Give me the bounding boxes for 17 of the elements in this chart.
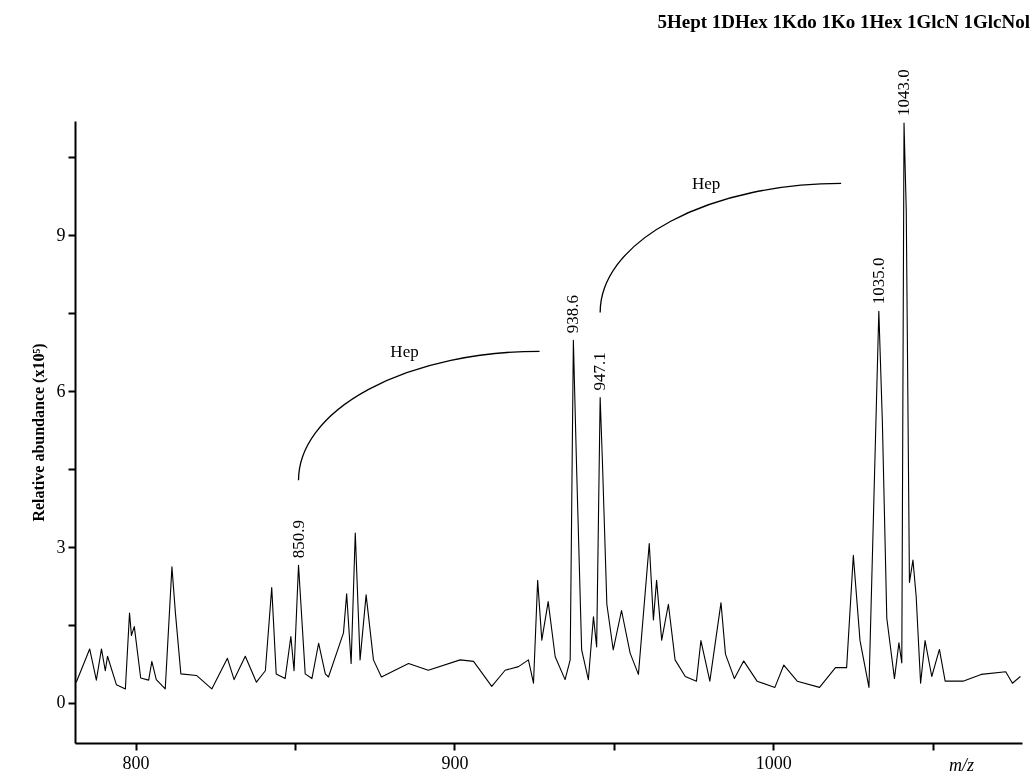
annotation: 938.6	[563, 295, 583, 334]
y-tick-label: 0	[56, 692, 66, 713]
annotation: 947.1	[590, 352, 610, 391]
chart-title: 5Hept 1DHex 1Kdo 1Ko 1Hex 1GlcN 1GlcNol	[657, 11, 1030, 32]
annotation: Hep	[691, 174, 721, 194]
annotation: 1043.0	[894, 69, 914, 117]
y-tick-label: 6	[56, 380, 66, 401]
annotation: 1035.0	[868, 257, 888, 305]
annotation: Hep	[390, 342, 419, 362]
x-axis-title: m/z	[948, 754, 975, 775]
x-tick-label: 800	[122, 752, 150, 773]
y-tick-label: 3	[56, 536, 66, 557]
x-tick-label: 900	[441, 752, 469, 773]
y-tick-label: 9	[56, 224, 66, 245]
annotation: 850.9	[288, 520, 308, 559]
x-tick-label: 1000	[755, 752, 792, 773]
y-axis-title: Relative abundance (x10⁵)	[29, 343, 48, 522]
